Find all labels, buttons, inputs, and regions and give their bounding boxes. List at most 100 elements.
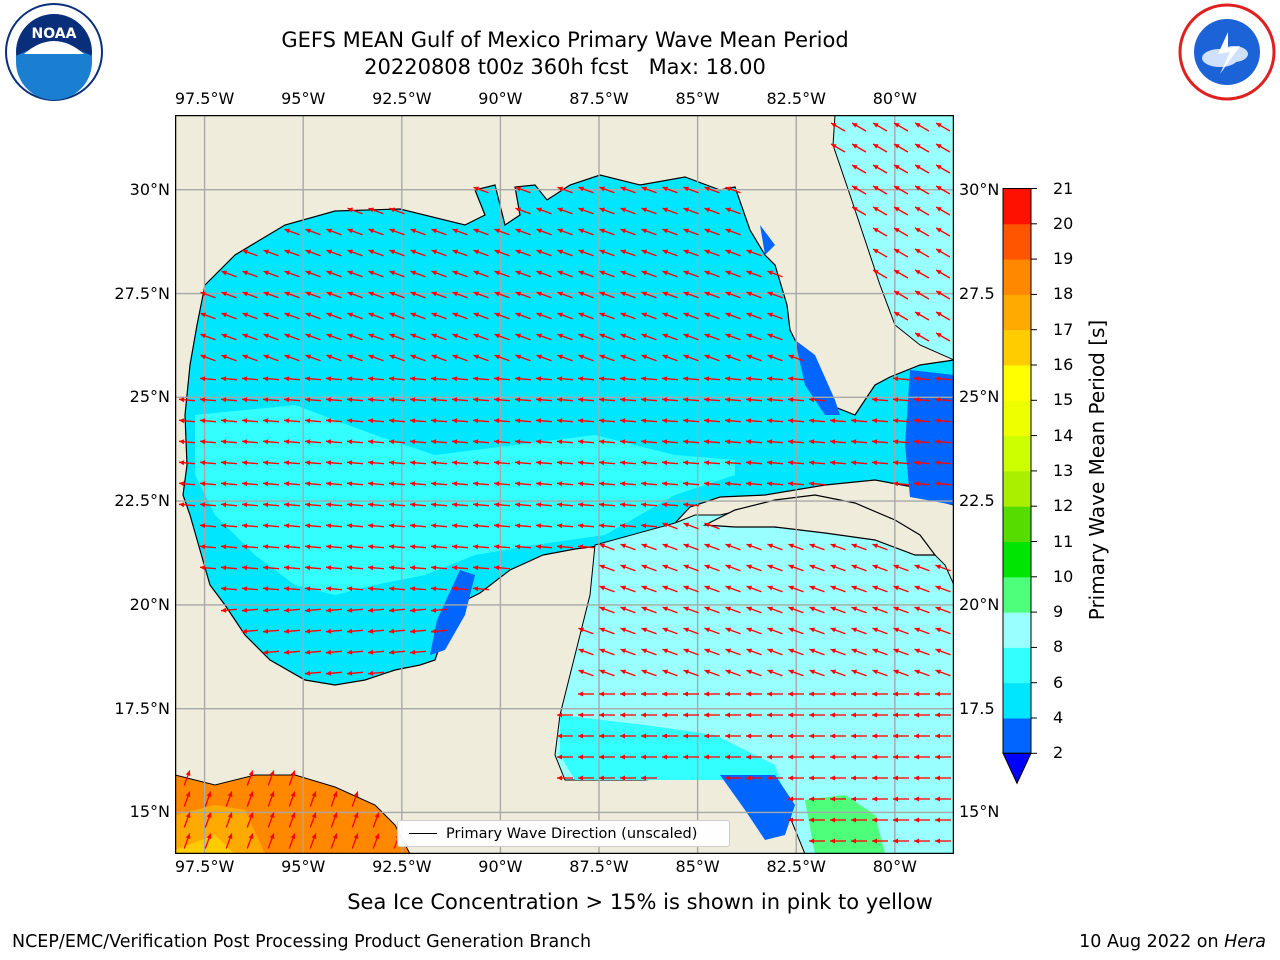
wave-direction-arrow: [325, 418, 343, 424]
wave-direction-arrow: [620, 543, 636, 551]
wave-direction-arrow: [304, 523, 322, 529]
wave-direction-arrow: [578, 691, 594, 697]
wave-direction-arrow: [372, 833, 380, 849]
wave-direction-arrow: [704, 186, 720, 194]
wave-direction-arrow: [367, 586, 385, 592]
wave-direction-arrow: [347, 228, 363, 236]
wave-direction-arrow: [641, 585, 657, 593]
wave-direction-arrow: [809, 796, 825, 802]
wave-direction-arrow: [304, 586, 322, 592]
wave-direction-arrow: [220, 439, 238, 445]
wave-direction-arrow: [599, 775, 615, 781]
wave-direction-arrow: [913, 481, 931, 487]
wave-direction-arrow: [934, 376, 952, 382]
wave-direction-arrow: [872, 796, 888, 802]
wave-direction-arrow: [556, 481, 574, 487]
wave-direction-arrow: [242, 291, 258, 299]
wave-direction-arrow: [577, 376, 595, 382]
wave-direction-arrow: [367, 460, 385, 466]
wave-direction-arrow: [935, 733, 951, 739]
wave-direction-arrow: [871, 418, 889, 424]
wave-direction-arrow: [452, 333, 468, 341]
wave-direction-arrow: [494, 249, 510, 257]
wave-direction-arrow: [599, 669, 615, 677]
wave-direction-arrow: [556, 439, 574, 445]
wave-direction-arrow: [620, 627, 636, 635]
wave-direction-arrow: [430, 439, 448, 445]
wave-direction-arrow: [599, 354, 615, 362]
wave-direction-arrow: [619, 523, 637, 529]
wave-direction-arrow: [325, 376, 343, 382]
wave-direction-arrow: [872, 775, 888, 781]
wave-direction-arrow: [220, 544, 238, 550]
wave-direction-arrow: [767, 775, 783, 781]
wave-direction-arrow: [514, 544, 532, 550]
wave-direction-arrow: [809, 712, 825, 718]
wave-direction-arrow: [578, 249, 594, 257]
wave-direction-arrow: [640, 397, 658, 403]
wave-direction-arrow: [935, 648, 951, 656]
wave-direction-arrow: [724, 418, 742, 424]
wave-direction-arrow: [725, 754, 741, 760]
wave-direction-arrow: [267, 812, 275, 828]
wave-direction-arrow: [809, 669, 825, 677]
wave-direction-arrow: [620, 270, 636, 278]
wave-direction-arrow: [241, 502, 259, 508]
wave-direction-arrow: [241, 460, 259, 466]
wave-direction-arrow: [683, 754, 699, 760]
wave-direction-arrow: [304, 607, 322, 613]
wave-direction-arrow: [347, 312, 363, 320]
wave-direction-arrow: [851, 206, 867, 216]
wave-direction-arrow: [283, 376, 301, 382]
wave-direction-arrow: [641, 291, 657, 299]
wave-direction-arrow: [262, 418, 280, 424]
legend-line-swatch: [409, 833, 437, 834]
colorbar-tick-label: 17: [1053, 319, 1074, 339]
wave-direction-arrow: [641, 249, 657, 257]
wave-direction-arrow: [368, 312, 384, 320]
wave-direction-arrow: [619, 502, 637, 508]
wave-direction-arrow: [183, 791, 191, 807]
wave-direction-arrow: [724, 376, 742, 382]
wave-direction-arrow: [494, 312, 510, 320]
wave-direction-arrow: [809, 648, 825, 656]
wave-direction-arrow: [451, 523, 469, 529]
wave-direction-arrow: [241, 586, 259, 592]
wave-direction-arrow: [704, 648, 720, 656]
wave-direction-arrow: [935, 164, 951, 174]
wave-direction-arrow: [578, 775, 594, 781]
wave-direction-arrow: [472, 397, 490, 403]
wave-direction-arrow: [199, 565, 217, 571]
wave-direction-arrow: [620, 606, 636, 614]
wave-direction-arrow: [830, 543, 846, 551]
wave-direction-arrow: [662, 543, 678, 551]
footer-host: Hera: [1224, 932, 1266, 952]
wave-direction-arrow: [914, 269, 930, 279]
wave-direction-arrow: [452, 291, 468, 299]
lat-tick-label-left: 25°N: [129, 387, 170, 407]
wave-direction-arrow: [641, 712, 657, 718]
wave-direction-arrow: [829, 418, 847, 424]
wave-direction-arrow: [367, 418, 385, 424]
wave-direction-arrow: [935, 627, 951, 635]
colorbar-tick-label: 16: [1053, 355, 1074, 374]
wave-direction-arrow: [598, 481, 616, 487]
wave-direction-arrow: [872, 122, 888, 132]
wave-direction-arrow: [409, 586, 427, 592]
wave-direction-arrow: [704, 207, 720, 215]
wave-direction-arrow: [745, 439, 763, 445]
wave-direction-arrow: [494, 333, 510, 341]
wave-direction-arrow: [872, 754, 888, 760]
wave-direction-arrow: [557, 754, 573, 760]
lon-tick-label-top: 92.5°W: [372, 89, 432, 108]
wave-direction-arrow: [682, 397, 700, 403]
wave-direction-arrow: [430, 607, 448, 613]
wave-direction-arrow: [325, 523, 343, 529]
wave-direction-arrow: [830, 775, 846, 781]
wave-direction-arrow: [745, 460, 763, 466]
wave-direction-arrow: [410, 270, 426, 278]
wave-direction-arrow: [683, 312, 699, 320]
lon-tick-label-bottom: 85°W: [675, 857, 720, 876]
wave-direction-arrow: [368, 228, 384, 236]
wave-direction-arrow: [662, 270, 678, 278]
